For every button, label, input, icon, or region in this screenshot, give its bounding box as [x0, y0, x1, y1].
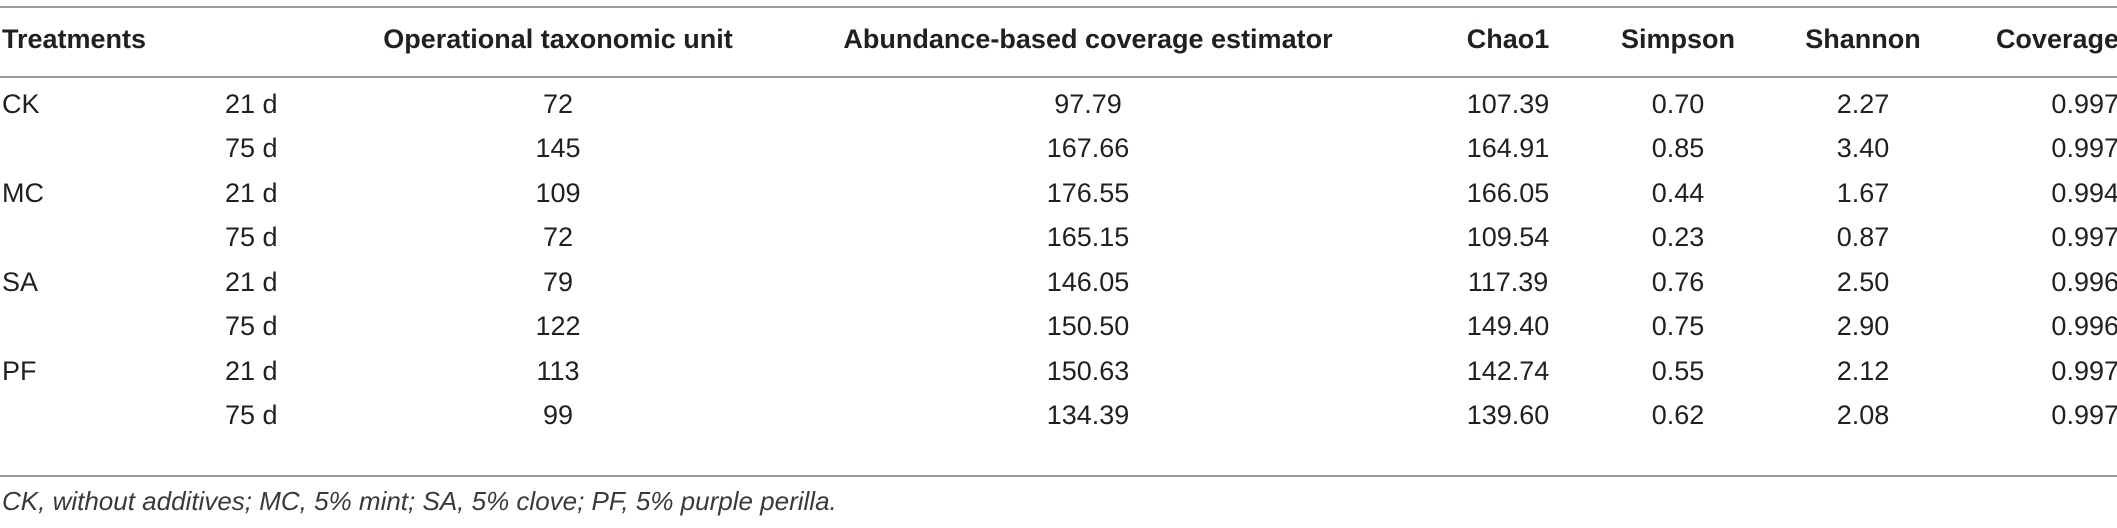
cell-simpson: 0.70 [1651, 88, 1705, 119]
table-header-row: Treatments Operational taxonomic unit Ab… [0, 0, 2117, 78]
cell-treatment: PF [2, 355, 37, 386]
table-row: 75 d 99 134.39 139.60 0.62 2.08 0.997 [0, 394, 2117, 439]
cell-otu: 145 [535, 133, 581, 164]
table-top-rule [0, 6, 2117, 8]
col-header-otu: Operational taxonomic unit [383, 23, 733, 54]
cell-treatment [0, 216, 225, 261]
table-footnote: CK, without additives; MC, 5% mint; SA, … [2, 486, 837, 516]
cell-time: 75 d [225, 133, 278, 164]
cell-ace: 146.05 [1046, 266, 1130, 297]
cell-chao1: 139.60 [1466, 400, 1550, 431]
cell-ace: 134.39 [1046, 400, 1130, 431]
table-bottom-rule [0, 475, 2117, 477]
cell-shannon: 0.87 [1836, 222, 1890, 253]
cell-time: 21 d [225, 177, 278, 208]
cell-shannon: 2.50 [1836, 266, 1890, 297]
cell-chao1: 107.39 [1466, 88, 1550, 119]
cell-coverage: 0.997 [2051, 355, 2117, 386]
cell-coverage: 0.997 [2051, 400, 2117, 431]
cell-shannon: 2.12 [1836, 355, 1890, 386]
cell-ace: 165.15 [1046, 222, 1130, 253]
cell-chao1: 109.54 [1466, 222, 1550, 253]
col-header-coverage: Coverage [1995, 23, 2117, 54]
cell-simpson: 0.44 [1651, 177, 1705, 208]
cell-otu: 79 [542, 266, 574, 297]
table-row: SA 21 d 79 146.05 117.39 0.76 2.50 0.996 [0, 260, 2117, 305]
cell-coverage: 0.996 [2051, 311, 2117, 342]
cell-ace: 150.63 [1046, 355, 1130, 386]
cell-ace: 167.66 [1046, 133, 1130, 164]
cell-chao1: 166.05 [1466, 177, 1550, 208]
cell-time: 75 d [225, 311, 278, 342]
cell-shannon: 3.40 [1836, 133, 1890, 164]
cell-treatment [0, 394, 225, 439]
cell-shannon: 2.27 [1836, 88, 1890, 119]
cell-time: 21 d [225, 355, 278, 386]
cell-chao1: 117.39 [1467, 266, 1549, 297]
cell-treatment: SA [2, 266, 39, 297]
cell-shannon: 2.90 [1836, 311, 1890, 342]
table-row: 75 d 72 165.15 109.54 0.23 0.87 0.997 [0, 216, 2117, 261]
cell-simpson: 0.75 [1651, 311, 1705, 342]
cell-time: 75 d [225, 222, 278, 253]
table-row: MC 21 d 109 176.55 166.05 0.44 1.67 0.994 [0, 171, 2117, 216]
table-header-rule [0, 76, 2117, 78]
diversity-table: Treatments Operational taxonomic unit Ab… [0, 0, 2117, 439]
col-header-treatments: Treatments [2, 23, 147, 54]
cell-otu: 113 [536, 355, 580, 386]
col-header-simpson: Simpson [1620, 23, 1735, 54]
cell-coverage: 0.996 [2051, 266, 2117, 297]
cell-coverage: 0.997 [2051, 222, 2117, 253]
cell-simpson: 0.55 [1651, 355, 1705, 386]
cell-simpson: 0.23 [1651, 222, 1705, 253]
cell-otu: 122 [535, 311, 581, 342]
cell-shannon: 2.08 [1836, 400, 1890, 431]
cell-simpson: 0.62 [1651, 400, 1705, 431]
cell-simpson: 0.85 [1651, 133, 1705, 164]
cell-simpson: 0.76 [1651, 266, 1705, 297]
cell-ace: 150.50 [1046, 311, 1130, 342]
cell-ace: 97.79 [1054, 88, 1122, 119]
cell-time: 75 d [225, 400, 278, 431]
cell-otu: 109 [535, 177, 581, 208]
table-row: CK 21 d 72 97.79 107.39 0.70 2.27 0.997 [0, 78, 2117, 127]
col-header-chao1: Chao1 [1466, 23, 1550, 54]
cell-time: 21 d [225, 88, 278, 119]
cell-otu: 72 [542, 222, 574, 253]
cell-chao1: 142.74 [1466, 355, 1550, 386]
table-row: 75 d 122 150.50 149.40 0.75 2.90 0.996 [0, 305, 2117, 350]
cell-time: 21 d [225, 266, 278, 297]
cell-otu: 72 [542, 88, 574, 119]
cell-shannon: 1.67 [1836, 177, 1890, 208]
table-row: 75 d 145 167.66 164.91 0.85 3.40 0.997 [0, 127, 2117, 172]
cell-coverage: 0.997 [2051, 88, 2117, 119]
cell-treatment [0, 127, 225, 172]
col-header-time [225, 0, 368, 78]
cell-chao1: 164.91 [1466, 133, 1550, 164]
cell-treatment [0, 305, 225, 350]
cell-chao1: 149.40 [1466, 311, 1550, 342]
cell-treatment: MC [2, 177, 44, 208]
cell-coverage: 0.994 [2051, 177, 2117, 208]
cell-treatment: CK [2, 88, 40, 119]
col-header-shannon: Shannon [1805, 23, 1921, 54]
cell-otu: 99 [542, 400, 574, 431]
cell-ace: 176.55 [1046, 177, 1130, 208]
col-header-ace: Abundance-based coverage estimator [843, 23, 1333, 54]
table-row: PF 21 d 113 150.63 142.74 0.55 2.12 0.997 [0, 349, 2117, 394]
cell-coverage: 0.997 [2051, 133, 2117, 164]
